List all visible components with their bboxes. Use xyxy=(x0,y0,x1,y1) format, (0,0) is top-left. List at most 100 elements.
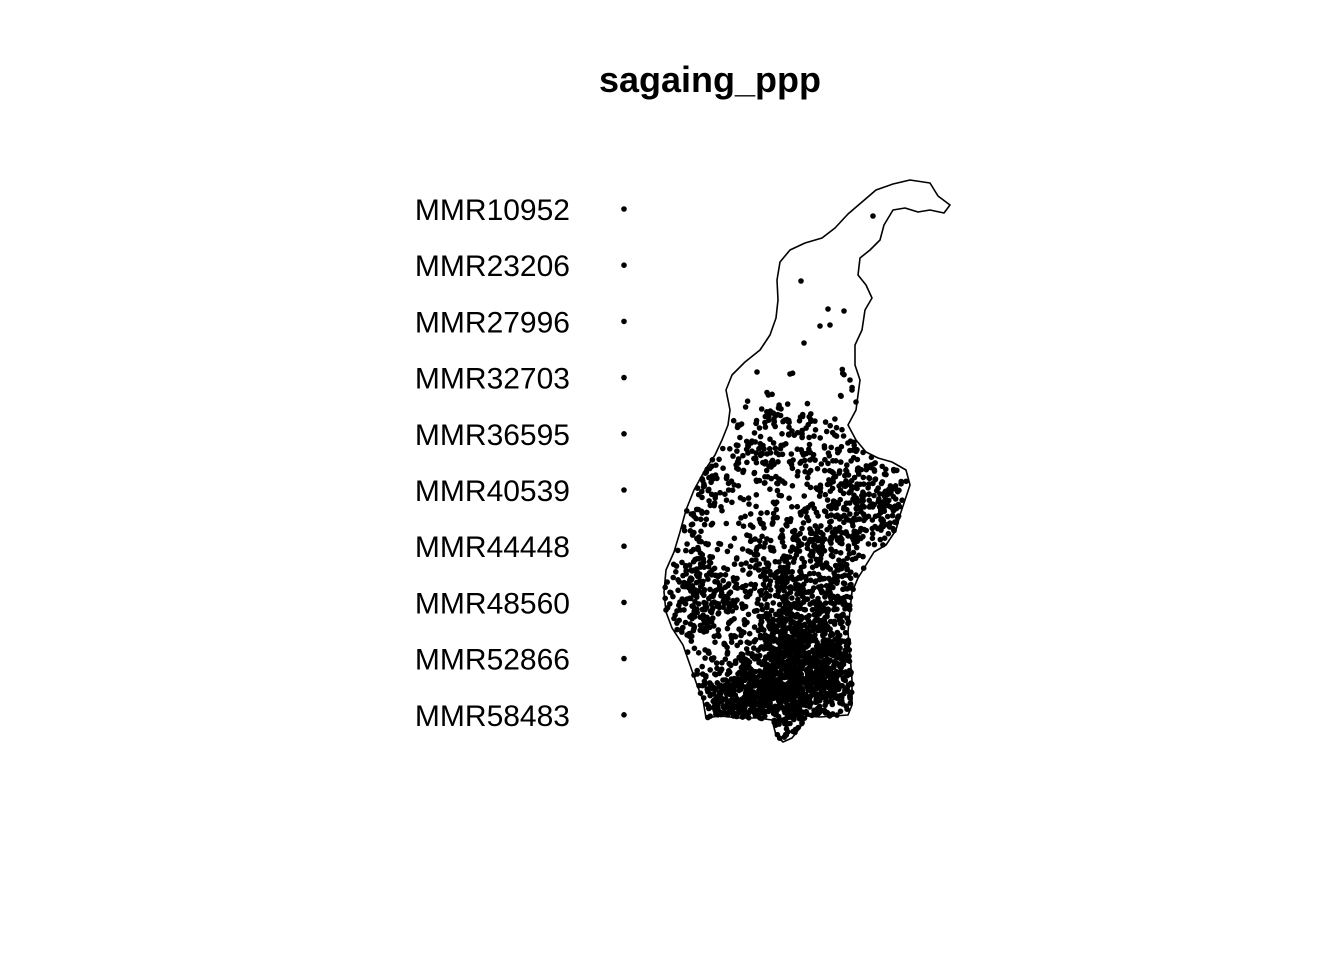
data-point xyxy=(736,700,742,706)
data-point xyxy=(809,593,815,599)
data-point xyxy=(840,433,847,439)
data-point xyxy=(842,650,849,656)
data-point xyxy=(825,460,831,467)
data-point xyxy=(879,463,885,470)
data-point xyxy=(807,457,813,463)
data-point xyxy=(770,515,777,522)
data-point xyxy=(767,486,773,493)
data-point xyxy=(801,715,808,721)
data-point xyxy=(815,595,821,602)
data-point xyxy=(754,600,761,606)
data-point xyxy=(826,575,832,582)
data-point xyxy=(845,620,851,627)
data-point xyxy=(770,440,777,446)
data-point xyxy=(769,391,775,398)
data-point xyxy=(795,582,802,588)
data-point xyxy=(697,690,704,696)
data-point xyxy=(706,570,713,576)
data-point xyxy=(774,480,780,487)
data-point xyxy=(751,683,758,689)
data-point xyxy=(813,485,819,491)
data-point xyxy=(792,586,799,592)
data-point xyxy=(735,456,742,462)
data-point xyxy=(824,481,831,488)
data-point xyxy=(747,511,754,517)
data-point xyxy=(843,500,850,507)
data-point xyxy=(806,667,812,673)
legend-label: MMR52866 xyxy=(415,644,570,677)
data-point xyxy=(789,682,796,688)
data-point xyxy=(821,467,828,474)
data-point xyxy=(796,574,802,581)
data-point xyxy=(789,504,795,510)
data-point xyxy=(743,438,750,445)
data-point xyxy=(684,649,691,655)
data-point xyxy=(824,513,831,519)
data-point xyxy=(825,450,832,456)
data-point xyxy=(707,683,713,690)
data-point xyxy=(689,532,696,538)
data-point xyxy=(768,475,775,482)
data-point xyxy=(807,601,813,607)
data-point xyxy=(832,526,839,532)
data-point xyxy=(823,652,829,658)
data-point xyxy=(838,443,845,450)
data-point xyxy=(896,503,903,510)
data-point xyxy=(718,698,725,705)
data-point xyxy=(774,487,781,494)
data-point xyxy=(716,691,723,697)
data-point xyxy=(869,535,876,542)
data-point xyxy=(704,509,710,516)
data-point xyxy=(727,543,734,549)
data-point xyxy=(831,601,837,608)
data-point xyxy=(825,306,831,312)
data-point xyxy=(828,712,834,718)
data-point xyxy=(828,444,834,451)
data-point xyxy=(762,681,769,688)
data-point xyxy=(695,650,702,656)
data-point xyxy=(832,473,839,480)
data-point xyxy=(823,428,830,435)
data-point xyxy=(806,446,812,453)
data-point xyxy=(693,515,699,522)
data-point xyxy=(825,607,832,613)
data-point xyxy=(681,579,687,586)
data-point xyxy=(808,687,814,693)
data-point xyxy=(839,426,845,433)
data-point xyxy=(789,674,795,680)
data-point xyxy=(733,604,739,611)
data-point xyxy=(843,467,849,474)
data-point xyxy=(865,541,872,547)
data-point xyxy=(821,548,828,554)
data-point xyxy=(814,465,821,472)
data-point xyxy=(788,574,795,580)
data-point xyxy=(868,454,875,461)
legend-label: MMR40539 xyxy=(415,475,570,508)
data-point xyxy=(808,622,814,628)
data-point xyxy=(768,636,774,642)
data-point xyxy=(758,406,765,412)
data-point xyxy=(722,703,729,709)
data-point xyxy=(852,499,859,505)
data-point xyxy=(756,709,763,716)
data-point xyxy=(793,537,800,543)
data-point xyxy=(840,611,846,618)
data-point xyxy=(712,492,719,498)
data-point xyxy=(827,626,833,632)
data-point xyxy=(707,667,713,673)
data-point xyxy=(810,661,817,667)
data-point xyxy=(798,564,805,571)
data-point xyxy=(690,546,697,553)
data-point xyxy=(799,411,806,418)
data-point xyxy=(768,676,775,682)
legend-symbol xyxy=(621,712,627,718)
data-point xyxy=(783,557,790,563)
data-point xyxy=(731,482,737,488)
data-point xyxy=(708,473,715,480)
data-point xyxy=(734,575,740,582)
data-point xyxy=(739,546,746,552)
data-point xyxy=(743,560,749,566)
data-point xyxy=(799,433,805,440)
data-point xyxy=(751,430,758,436)
data-point xyxy=(762,424,769,430)
